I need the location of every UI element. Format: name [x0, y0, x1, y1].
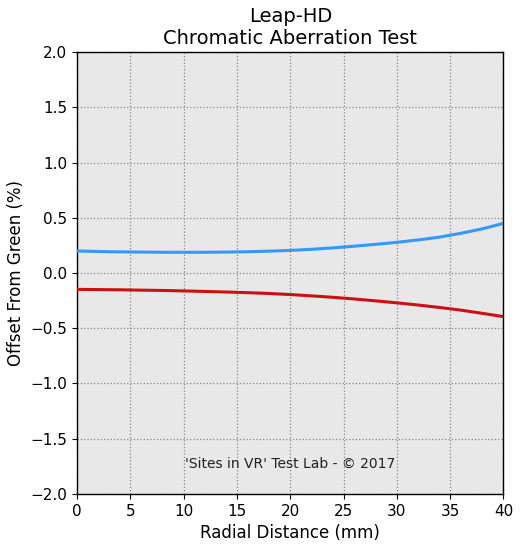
Title: Leap-HD
Chromatic Aberration Test: Leap-HD Chromatic Aberration Test [163, 7, 417, 48]
Y-axis label: Offset From Green (%): Offset From Green (%) [7, 180, 25, 366]
Text: 'Sites in VR' Test Lab - © 2017: 'Sites in VR' Test Lab - © 2017 [185, 457, 395, 471]
X-axis label: Radial Distance (mm): Radial Distance (mm) [200, 524, 380, 542]
